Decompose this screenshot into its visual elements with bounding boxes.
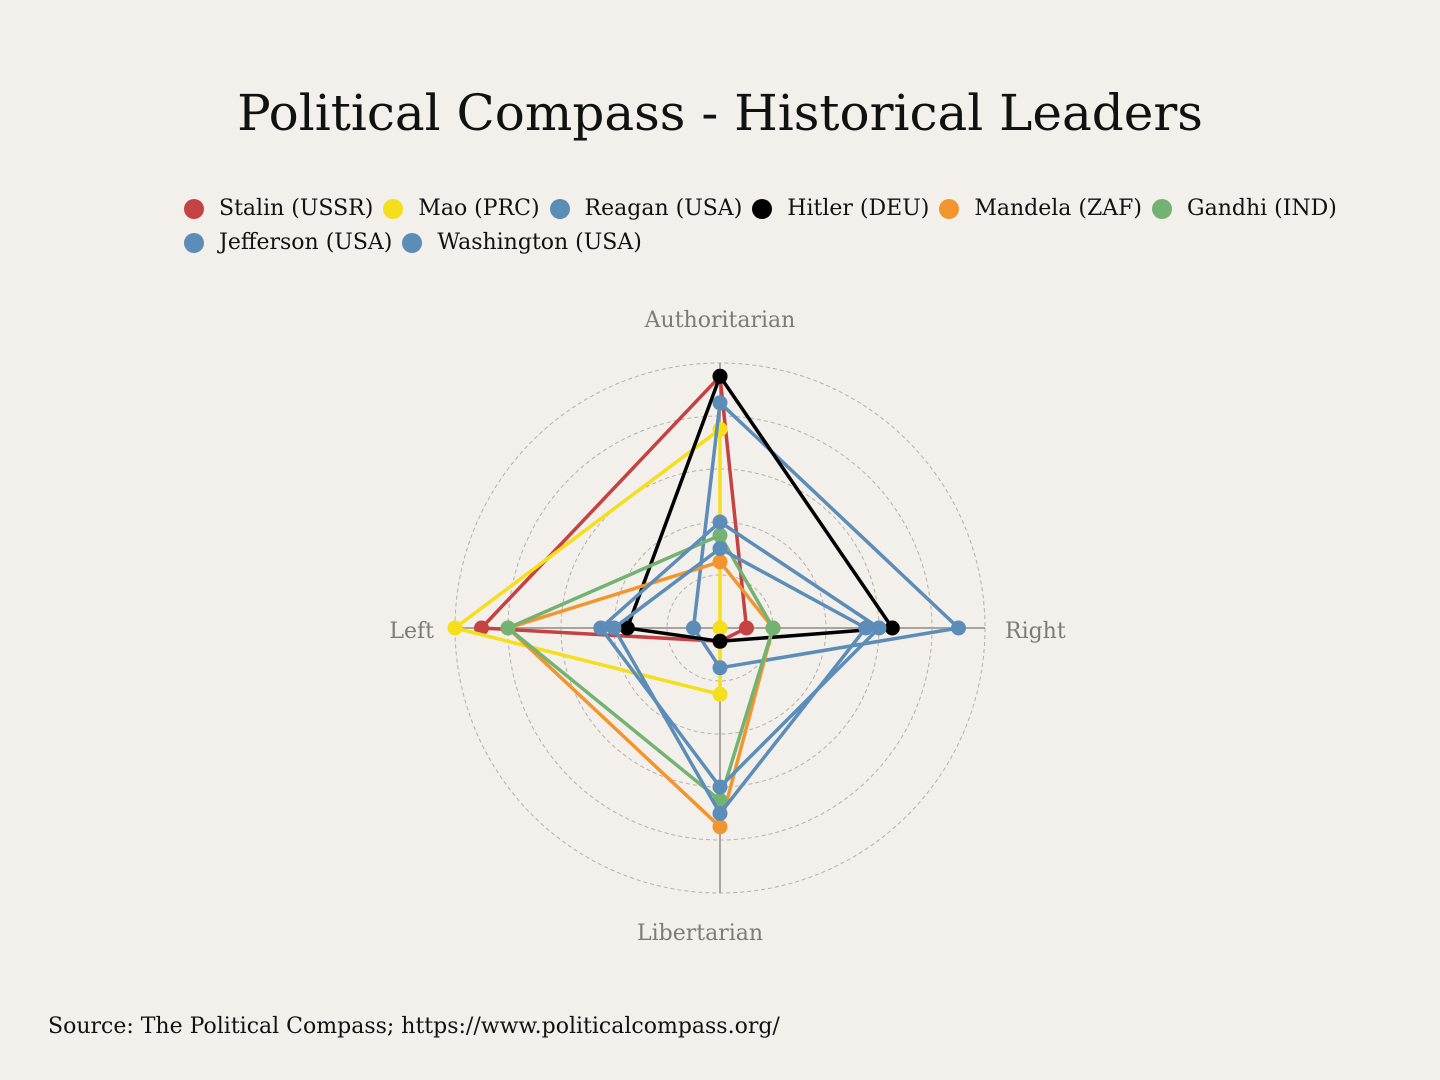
legend-item[interactable]: Jefferson (USA)	[184, 230, 392, 255]
legend-label: Washington (USA)	[437, 230, 642, 255]
legend-marker	[402, 232, 423, 253]
axis-label: Libertarian	[637, 921, 763, 946]
data-point	[871, 620, 887, 636]
legend-marker	[184, 232, 204, 253]
legend-marker	[383, 198, 404, 219]
legend-item[interactable]: Gandhi (IND)	[1152, 196, 1337, 221]
data-point	[712, 686, 728, 702]
data-point	[712, 368, 728, 384]
legend: Stalin (USSR) Mao (PRC) Reagan (USA) Hit…	[184, 196, 1347, 221]
legend-marker	[939, 198, 960, 219]
legend-item[interactable]: Washington (USA)	[402, 230, 642, 255]
data-point	[951, 620, 966, 636]
data-point	[447, 620, 463, 636]
legend-item[interactable]: Reagan (USA)	[549, 196, 743, 221]
data-point	[686, 620, 701, 636]
legend-item[interactable]: Mao (PRC)	[383, 196, 540, 221]
data-point	[606, 620, 622, 636]
legend-label: Jefferson (USA)	[219, 230, 393, 255]
legend-label: Mandela (ZAF)	[974, 196, 1142, 221]
axis-label: Authoritarian	[644, 308, 796, 333]
axis-label: Right	[1005, 619, 1066, 644]
legend-label: Reagan (USA)	[584, 196, 743, 221]
legend-label: Hitler (DEU)	[787, 196, 930, 221]
legend-item[interactable]: Hitler (DEU)	[752, 196, 929, 221]
data-point	[474, 620, 489, 636]
data-point	[712, 541, 728, 556]
data-point	[619, 620, 635, 636]
series-line	[506, 533, 775, 803]
data-point	[858, 620, 874, 636]
series-line	[506, 560, 775, 829]
data-point	[593, 620, 609, 636]
legend-marker	[184, 198, 204, 219]
legend-marker	[752, 198, 773, 219]
data-point	[712, 633, 728, 649]
legend-label: Gandhi (IND)	[1187, 196, 1337, 221]
data-point	[712, 514, 728, 530]
series-line	[453, 427, 722, 697]
legend-label: Stalin (USSR)	[219, 196, 374, 221]
data-point	[712, 620, 728, 636]
legend-item[interactable]: Mandela (ZAF)	[939, 196, 1142, 221]
data-point	[712, 554, 728, 570]
data-point	[712, 819, 728, 835]
data-point	[500, 620, 516, 636]
legend-item[interactable]: Stalin (USSR)	[184, 196, 373, 221]
data-point	[884, 620, 900, 636]
legend-row: Jefferson (USA) Washington (USA)	[184, 230, 652, 255]
data-point	[712, 527, 728, 543]
chart-title: Political Compass - Historical Leaders	[237, 84, 1203, 142]
data-point	[712, 779, 728, 795]
data-point	[739, 620, 754, 636]
axis-label: Left	[389, 619, 434, 644]
legend-marker	[1152, 198, 1172, 219]
data-point	[712, 660, 728, 676]
data-point	[712, 395, 728, 411]
data-point	[765, 620, 781, 636]
legend-label: Mao (PRC)	[418, 196, 540, 221]
legend-marker	[549, 198, 570, 219]
source-note: Source: The Political Compass; https://w…	[48, 1014, 780, 1039]
data-point	[712, 806, 728, 821]
